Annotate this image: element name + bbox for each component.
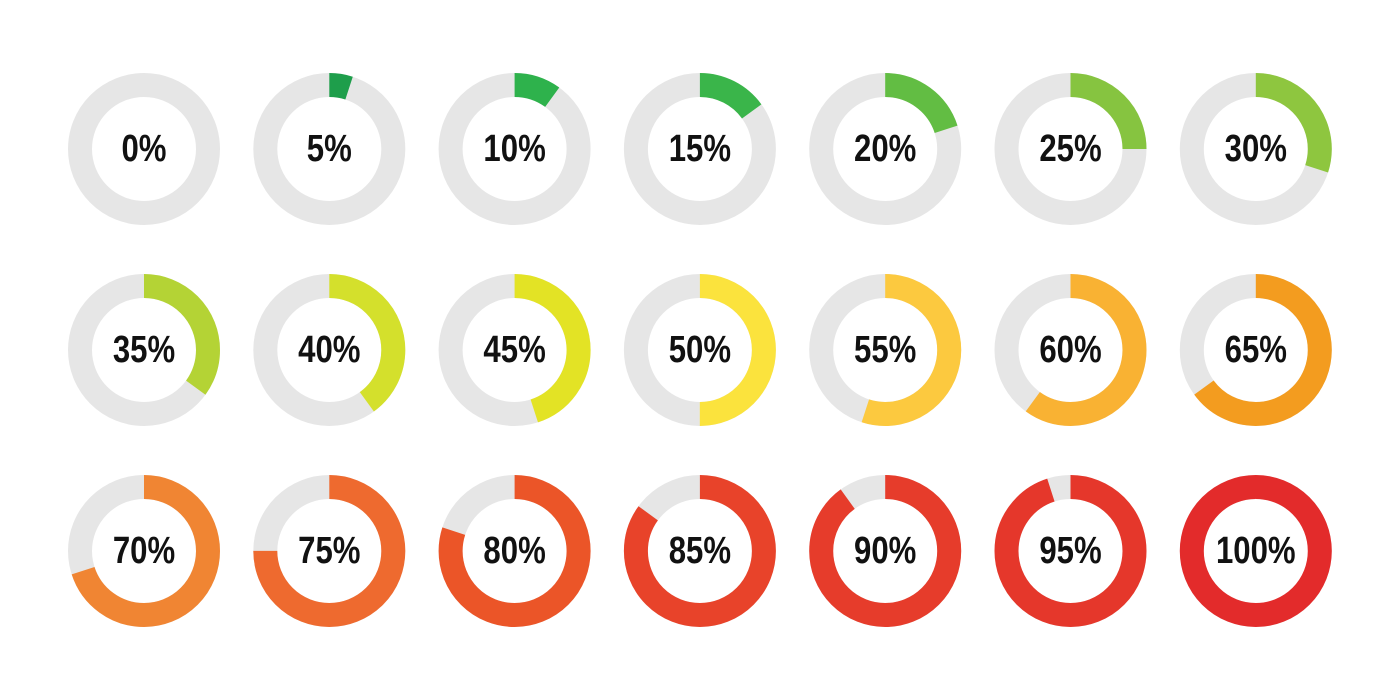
gauge-percent-label: 20% [854,128,916,170]
progress-gauge: 65% [1179,274,1332,426]
progress-gauge: 25% [994,73,1147,225]
progress-gauge: 40% [253,274,406,426]
progress-gauge: 70% [68,475,220,627]
gauge-progress-arc [623,475,776,627]
gauge-percent-label: 5% [307,128,352,170]
gauge-progress-arc [253,475,406,627]
gauge-progress-arc [438,274,591,426]
progress-gauge: 75% [253,475,406,627]
progress-gauge: 95% [994,475,1147,627]
progress-gauge: 15% [623,73,776,225]
progress-gauge: 85% [623,475,776,627]
gauge-progress-arc [68,475,220,627]
progress-gauge: 45% [438,274,591,426]
gauge-progress-arc [1179,274,1332,426]
gauge-progress-arc [809,73,962,225]
gauge-progress-arc [253,73,406,225]
progress-gauge: 5% [253,73,406,225]
gauge-percent-label: 75% [298,530,360,572]
progress-gauge: 80% [438,475,591,627]
progress-gauge: 0% [68,73,220,225]
gauge-progress-arc [1179,73,1332,225]
gauge-progress-arc [68,274,220,426]
progress-gauge: 30% [1179,73,1332,225]
gauge-percent-label: 80% [483,530,545,572]
gauge-progress-arc [438,475,591,627]
gauge-track [68,73,220,225]
progress-gauge: 10% [438,73,591,225]
gauge-percent-label: 25% [1039,128,1101,170]
gauge-percent-label: 45% [483,329,545,371]
gauge-progress-arc [994,274,1147,426]
progress-gauge: 60% [994,274,1147,426]
progress-gauge: 20% [809,73,962,225]
gauge-percent-label: 15% [669,128,731,170]
gauge-percent-label: 85% [669,530,731,572]
gauge-percent-label: 95% [1039,530,1101,572]
gauge-percent-label: 70% [113,530,175,572]
gauge-progress-arc [623,73,776,225]
gauge-percent-label: 30% [1225,128,1287,170]
gauge-progress-arc [438,73,591,225]
progress-gauge: 90% [809,475,962,627]
gauge-percent-label: 55% [854,329,916,371]
gauge-percent-label: 10% [483,128,545,170]
gauge-percent-label: 90% [854,530,916,572]
gauge-percent-label: 35% [113,329,175,371]
gauge-percent-label: 65% [1225,329,1287,371]
gauge-progress-arc [994,475,1147,627]
gauge-percent-label: 60% [1039,329,1101,371]
gauge-percent-label: 100% [1216,530,1296,572]
gauge-progress-arc [253,274,406,426]
gauge-progress-arc [809,274,962,426]
gauge-percent-label: 50% [669,329,731,371]
gauge-progress-arc [623,274,776,426]
progress-gauge: 55% [809,274,962,426]
gauge-percent-label: 40% [298,329,360,371]
progress-gauge: 35% [68,274,220,426]
progress-gauge: 100% [1179,475,1332,627]
gauge-progress-arc [994,73,1147,225]
gauge-progress-arc [1179,475,1332,627]
progress-gauge: 50% [623,274,776,426]
gauge-percent-label: 0% [121,128,166,170]
gauge-progress-arc [809,475,962,627]
